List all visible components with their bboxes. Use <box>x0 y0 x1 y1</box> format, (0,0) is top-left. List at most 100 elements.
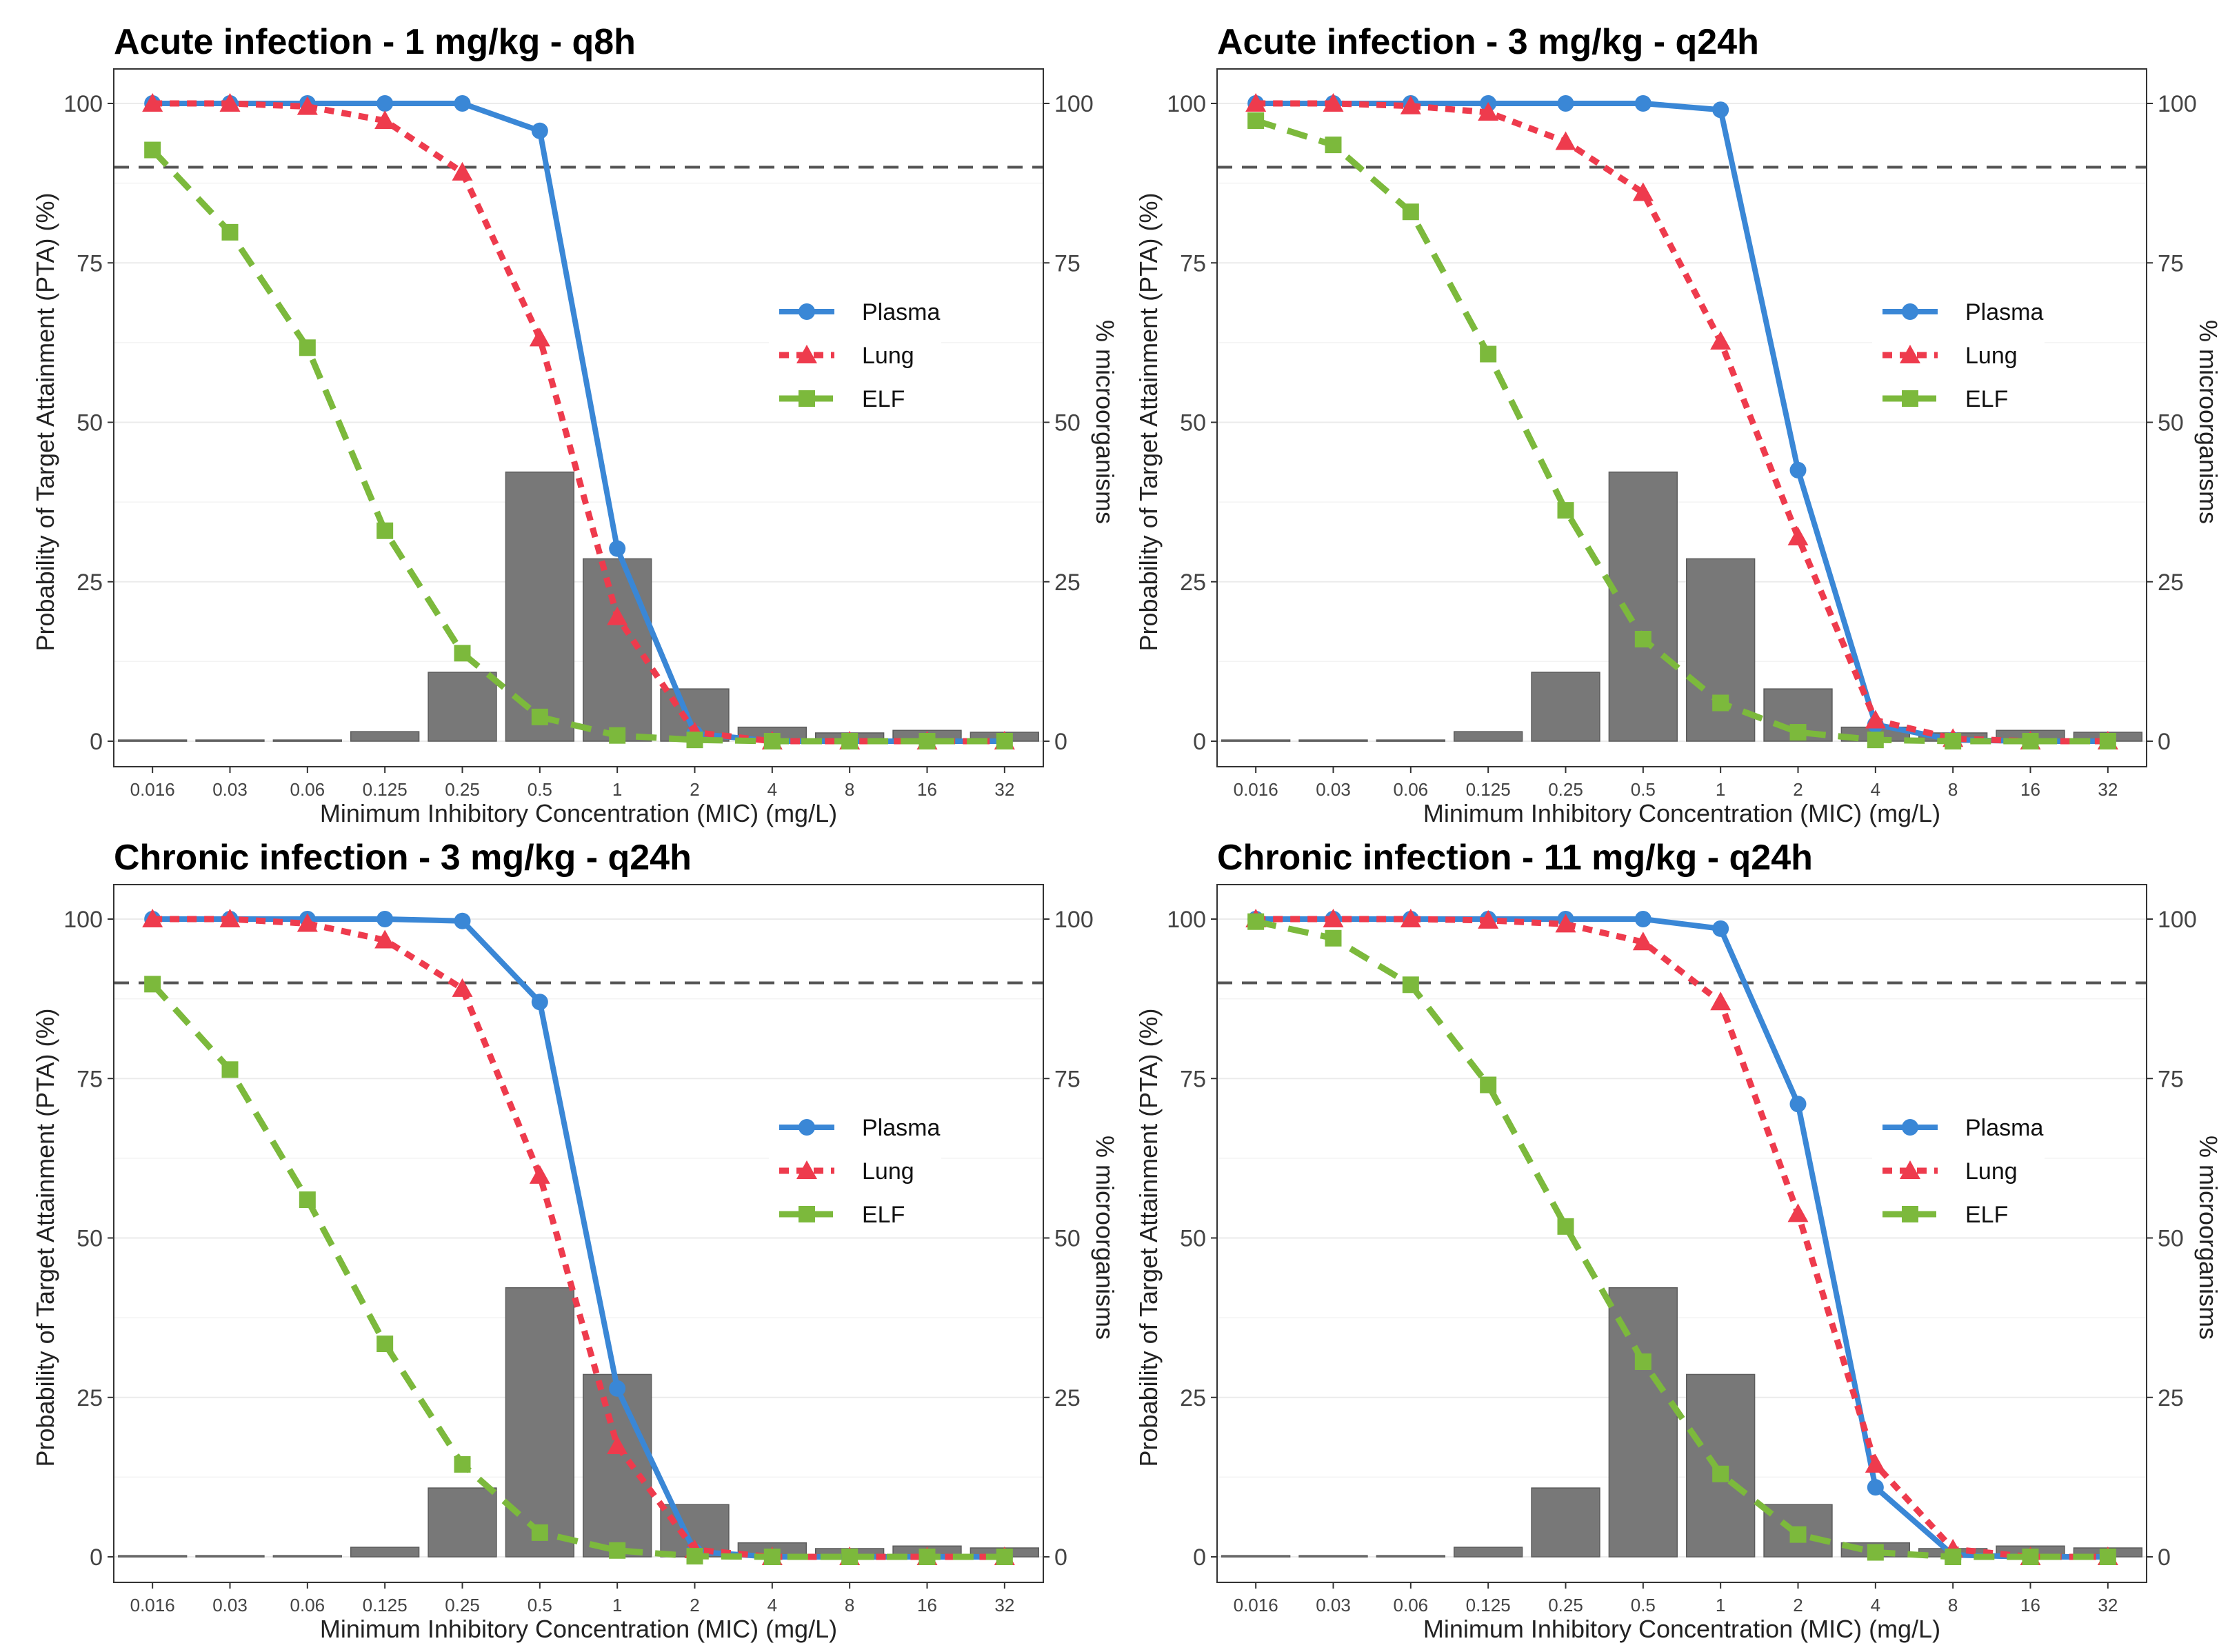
x-tick-label: 0.03 <box>212 1595 248 1615</box>
point-elf-1 <box>609 1542 626 1559</box>
y-tick-label: 100 <box>1167 91 1206 117</box>
legend: Plasma Lung ELF <box>769 283 941 421</box>
point-plasma-0.25 <box>1557 95 1574 112</box>
point-elf-0.06 <box>1402 203 1419 221</box>
x-tick-label: 4 <box>767 779 777 800</box>
point-elf-0.03 <box>1325 929 1342 947</box>
legend-label-lung: Lung <box>862 1158 914 1185</box>
x-axis-label: Minimum Inhibitory Concentration (MIC) (… <box>320 799 837 827</box>
point-elf-0.03 <box>221 223 239 241</box>
y-tick-label: 100 <box>63 91 103 117</box>
x-tick-label: 32 <box>2098 779 2118 800</box>
y2-axis-label: % microorganisms <box>2194 320 2222 524</box>
legend-marker-plasma <box>799 303 815 320</box>
y2-tick-label: 25 <box>2158 1385 2184 1411</box>
x-axis-label: Minimum Inhibitory Concentration (MIC) (… <box>320 1615 837 1643</box>
point-elf-0.125 <box>376 1336 394 1353</box>
series-line-elf <box>1254 117 2108 745</box>
point-plasma-1 <box>609 540 626 557</box>
legend-label-elf: ELF <box>1965 386 2008 412</box>
histogram-bar-0.5 <box>1608 471 1678 742</box>
point-lung-0.25 <box>452 978 473 997</box>
point-elf-0.5 <box>1634 631 1651 647</box>
legend-marker-plasma <box>1902 303 1918 320</box>
y2-tick-label: 50 <box>2158 410 2184 436</box>
legend-label-plasma: Plasma <box>862 299 940 325</box>
legend: Plasma Lung ELF <box>769 1098 941 1236</box>
point-elf-0.016 <box>1247 112 1265 129</box>
y-axis-label: Probability of Target Attainment (PTA) (… <box>31 1009 59 1467</box>
y-axis-label: Probability of Target Attainment (PTA) (… <box>31 193 59 652</box>
y2-tick-label: 25 <box>1054 570 1081 596</box>
point-lung-2 <box>1787 527 1809 545</box>
x-tick-label: 16 <box>917 1595 937 1615</box>
histogram-bar-0.25 <box>1531 1487 1600 1558</box>
x-tick-label: 16 <box>2020 779 2040 800</box>
point-lung-0.125 <box>1478 909 1499 929</box>
y-tick-label: 25 <box>77 1385 103 1411</box>
point-lung-0.25 <box>1555 914 1576 933</box>
histogram-bar-0.03 <box>1298 1555 1368 1558</box>
legend-marker-plasma <box>799 1119 815 1136</box>
legend-marker-lung <box>796 1160 817 1179</box>
x-tick-label: 4 <box>1871 779 1880 800</box>
x-tick-label: 0.5 <box>1631 1595 1656 1615</box>
point-elf-16 <box>2022 733 2039 749</box>
point-lung-0.03 <box>1323 909 1344 927</box>
point-plasma-0.25 <box>454 912 471 929</box>
histogram-bar-0.5 <box>505 1287 575 1558</box>
point-elf-32 <box>2099 1549 2116 1565</box>
point-elf-0.125 <box>376 522 394 539</box>
point-lung-0.06 <box>297 913 318 932</box>
point-elf-0.25 <box>1557 502 1574 519</box>
y2-axis-label: % microorganisms <box>2194 1136 2222 1340</box>
y2-axis-label: % microorganisms <box>1091 1136 1119 1340</box>
x-tick-label: 0.125 <box>363 1595 408 1615</box>
y2-tick-label: 25 <box>2158 570 2184 596</box>
point-plasma-2 <box>1789 1096 1807 1113</box>
point-plasma-0.5 <box>531 994 548 1011</box>
y2-tick-label: 100 <box>1054 91 1094 117</box>
point-elf-32 <box>996 1549 1013 1565</box>
series-line-elf <box>1255 918 2108 1560</box>
point-elf-1 <box>1712 1465 1729 1482</box>
y-tick-label: 100 <box>63 907 103 933</box>
histogram-bar-0.125 <box>350 731 420 742</box>
y-tick-label: 50 <box>77 1226 103 1252</box>
panel-1: Acute infection - 1 mg/kg - q8h 0 0 25 25 50 5… <box>31 22 1119 827</box>
histogram-bar-0.125 <box>1453 1547 1523 1558</box>
y2-tick-label: 75 <box>1054 250 1081 276</box>
legend-marker-lung <box>796 345 817 363</box>
point-elf-16 <box>918 733 936 749</box>
point-lung-1 <box>607 606 628 625</box>
point-elf-0.5 <box>1634 1353 1651 1370</box>
x-tick-label: 1 <box>1716 779 1725 800</box>
legend: Plasma Lung ELF <box>1872 283 2045 421</box>
x-tick-label: 32 <box>994 779 1014 800</box>
panel-2: Acute infection - 3 mg/kg - q24h 0 0 25 25 50… <box>1134 22 2222 827</box>
legend-marker-elf <box>799 1206 815 1222</box>
point-elf-16 <box>918 1549 936 1565</box>
point-elf-0.25 <box>1557 1218 1574 1235</box>
x-tick-label: 4 <box>1871 1595 1880 1615</box>
point-elf-8 <box>841 733 859 749</box>
point-elf-2 <box>1789 724 1807 741</box>
point-elf-32 <box>2099 733 2116 749</box>
point-lung-4 <box>1865 1453 1886 1473</box>
y2-tick-label: 0 <box>1054 1544 1067 1571</box>
panel-title: Acute infection - 3 mg/kg - q24h <box>1217 22 1759 62</box>
point-lung-0.5 <box>529 328 550 347</box>
y-tick-label: 50 <box>77 410 103 436</box>
legend-label-lung: Lung <box>1965 343 2018 369</box>
x-tick-label: 0.06 <box>290 1595 325 1615</box>
x-tick-label: 0.06 <box>290 779 325 800</box>
point-lung-0.06 <box>297 96 318 115</box>
legend: Plasma Lung ELF <box>1872 1098 2045 1236</box>
point-plasma-1 <box>1712 920 1729 937</box>
x-tick-label: 0.016 <box>1234 779 1278 800</box>
point-plasma-0.5 <box>1634 95 1651 112</box>
y-tick-label: 25 <box>1180 1385 1206 1411</box>
point-lung-0.016 <box>142 909 163 927</box>
x-tick-label: 32 <box>2098 1595 2118 1615</box>
y-tick-label: 100 <box>1167 907 1206 933</box>
